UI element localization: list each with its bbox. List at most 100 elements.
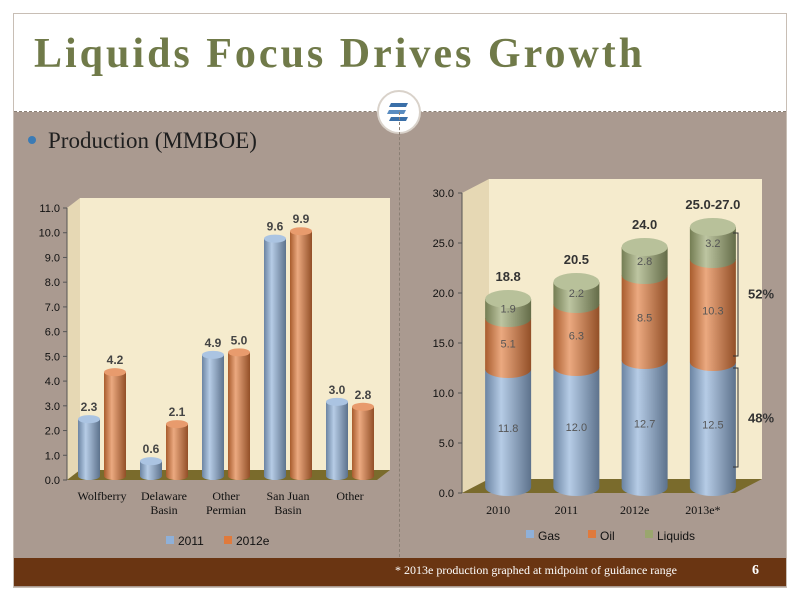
annotation-label: 52% xyxy=(748,287,774,302)
x-tick-label: Wolfberry xyxy=(77,489,126,503)
total-label: 20.5 xyxy=(564,252,589,267)
legend-chart1: 2011 2012e xyxy=(166,534,270,548)
segment-label: 2.8 xyxy=(637,256,652,268)
bar-body xyxy=(166,424,188,480)
stack-top xyxy=(689,218,736,236)
legend-label: Gas xyxy=(538,529,560,543)
bar-2011-san-juan-basin xyxy=(264,234,286,480)
x-tick-label: San Juan xyxy=(267,489,310,503)
bar-2011-wolfberry xyxy=(78,415,100,480)
x-tick-label: Other xyxy=(336,489,363,503)
data-label: 4.9 xyxy=(205,336,222,350)
bar-top xyxy=(140,457,162,466)
legend-label: 2012e xyxy=(236,534,270,548)
legend-swatch xyxy=(645,530,653,538)
y-tick-label: 8.0 xyxy=(45,277,60,289)
segment-liquids xyxy=(621,247,668,284)
x-tick-label: Basin xyxy=(150,503,177,517)
y-tick-label: 0.0 xyxy=(439,488,454,500)
bracket-lower xyxy=(733,367,739,468)
segment-label: 12.5 xyxy=(702,420,723,432)
segment-label: 6.3 xyxy=(569,331,584,343)
data-label: 5.0 xyxy=(231,333,248,347)
legend-swatch xyxy=(166,536,174,544)
segment-label: 12.0 xyxy=(566,422,587,434)
segment-liquids xyxy=(689,227,736,268)
data-label: 0.6 xyxy=(143,442,160,456)
bar-top xyxy=(352,402,374,411)
bar-body xyxy=(78,419,100,480)
segment-gas xyxy=(553,367,600,496)
bar-top xyxy=(264,234,286,243)
bar-top xyxy=(202,350,224,359)
segment-label: 8.5 xyxy=(637,313,652,325)
segment-label: 5.1 xyxy=(500,339,515,351)
legend-swatch xyxy=(526,530,534,538)
legend-label: Liquids xyxy=(657,529,695,543)
segment-label: 10.3 xyxy=(702,306,723,318)
y-tick-label: 10.0 xyxy=(433,388,454,400)
bracket-upper xyxy=(733,232,739,357)
bar-2011-other xyxy=(326,397,348,480)
bar-top xyxy=(228,348,250,357)
x-tick-label: Other xyxy=(212,489,239,503)
stack-2013e xyxy=(689,218,736,496)
bar-body xyxy=(202,354,224,480)
y-tick-label: 15.0 xyxy=(433,338,454,350)
data-label: 9.6 xyxy=(267,220,284,234)
bar-body xyxy=(228,352,250,480)
bullet-dot-icon xyxy=(28,135,36,144)
legend-swatch xyxy=(224,536,232,544)
segment-gas xyxy=(689,362,736,496)
segment-label: 1.9 xyxy=(500,304,515,316)
bar-top xyxy=(326,397,348,406)
y-tick-label: 3.0 xyxy=(45,401,60,413)
x-tick-label: 2012e xyxy=(620,503,649,517)
data-label: 2.1 xyxy=(169,405,186,419)
panel-divider xyxy=(399,112,400,562)
data-label: 9.9 xyxy=(293,212,310,226)
bar-top xyxy=(78,415,100,424)
y-tick-label: 6.0 xyxy=(45,327,60,339)
y-tick-label: 20.0 xyxy=(433,288,454,300)
total-label: 24.0 xyxy=(632,217,657,232)
data-label: 3.0 xyxy=(329,383,346,397)
x-tick-label: 2011 xyxy=(555,503,579,517)
stack-top xyxy=(485,290,532,308)
segment-oil xyxy=(689,259,736,371)
total-label: 25.0-27.0 xyxy=(685,197,740,212)
bar-2012e-wolfberry xyxy=(104,368,126,480)
footer-band xyxy=(14,558,786,586)
bar-body xyxy=(290,231,312,480)
segment-gas xyxy=(621,360,668,496)
data-label: 2.8 xyxy=(355,388,372,402)
annotation-label: 48% xyxy=(748,411,774,426)
data-label: 4.2 xyxy=(107,353,124,367)
bar-2012e-other xyxy=(352,402,374,480)
y-tick-label: 7.0 xyxy=(45,302,60,314)
x-tick-label: Basin xyxy=(274,503,301,517)
segment-oil xyxy=(485,318,532,378)
bar-top xyxy=(104,368,126,377)
bar-body xyxy=(326,401,348,480)
segment-label: 11.8 xyxy=(498,423,519,435)
segment-gas xyxy=(485,369,532,496)
bullet-text: Production (MMBOE) xyxy=(48,128,257,153)
page-title: Liquids Focus Drives Growth xyxy=(34,31,646,77)
logo-mark xyxy=(387,103,408,121)
y-tick-label: 10.0 xyxy=(39,228,60,240)
plot-side-wall xyxy=(462,179,489,493)
x-tick-label: 2010 xyxy=(486,503,510,517)
legend-label: 2011 xyxy=(178,534,204,548)
segment-label: 3.2 xyxy=(705,238,720,250)
bullet-item: Production (MMBOE) xyxy=(28,128,257,154)
plot-floor xyxy=(462,479,762,493)
total-label: 18.8 xyxy=(495,269,520,284)
x-tick-label: Delaware xyxy=(141,489,187,503)
legend-label: Oil xyxy=(600,529,615,543)
footnote: * 2013e production graphed at midpoint o… xyxy=(395,563,677,577)
y-tick-label: 5.0 xyxy=(439,438,454,450)
bar-top xyxy=(290,227,312,236)
